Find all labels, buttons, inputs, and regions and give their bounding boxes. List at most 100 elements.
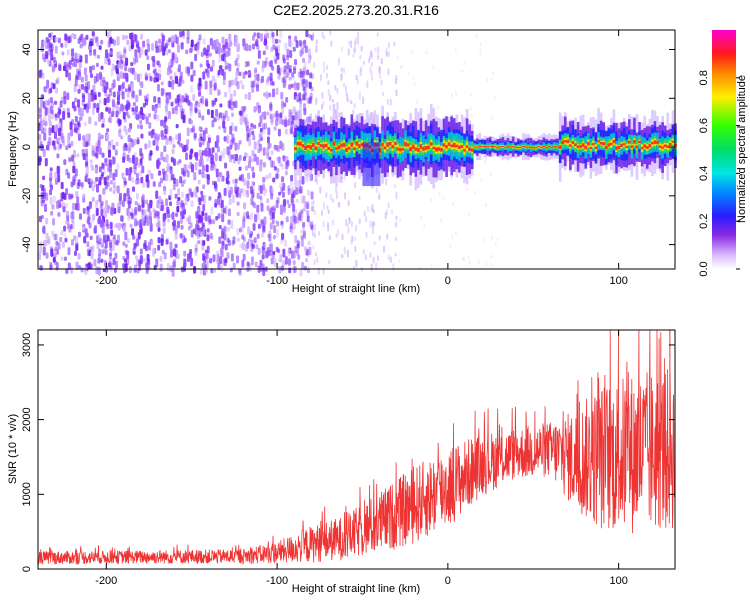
noise-speck <box>307 48 311 58</box>
noise-speck <box>107 167 111 173</box>
noise-speck <box>337 57 340 66</box>
noise-speck <box>61 241 65 248</box>
noise-speck <box>259 185 263 195</box>
noise-speck <box>248 137 252 147</box>
noise-speck <box>75 190 79 198</box>
noise-speck <box>266 111 270 116</box>
noise-speck <box>166 163 170 173</box>
noise-speck <box>107 40 111 48</box>
noise-speck <box>122 241 126 246</box>
noise-speck <box>294 58 298 66</box>
noise-speck <box>292 222 296 230</box>
noise-speck <box>68 64 72 70</box>
noise-speck <box>393 41 396 47</box>
noise-speck <box>247 71 251 76</box>
noise-speck <box>52 56 56 63</box>
carrier-cell <box>527 146 530 148</box>
carrier-cell <box>383 146 387 150</box>
noise-speck <box>153 96 157 103</box>
noise-speck <box>61 135 65 144</box>
noise-speck <box>105 107 109 112</box>
noise-speck <box>291 120 295 126</box>
noise-speck <box>91 108 95 115</box>
noise-speck <box>195 45 199 51</box>
noise-speck <box>205 164 209 173</box>
noise-speck <box>112 181 116 189</box>
noise-speck <box>239 116 243 126</box>
noise-speck <box>253 32 257 37</box>
noise-speck <box>260 202 264 212</box>
carrier-cell <box>661 146 664 149</box>
noise-speck <box>232 153 236 160</box>
noise-speck <box>219 256 223 265</box>
noise-speck <box>92 84 96 92</box>
noise-speck <box>134 200 138 206</box>
noise-speck <box>131 90 135 98</box>
noise-speck <box>344 85 347 92</box>
noise-speck <box>87 262 91 270</box>
noise-speck <box>384 212 387 220</box>
noise-speck <box>60 230 64 236</box>
noise-speck <box>98 166 102 173</box>
noise-speck <box>41 53 45 60</box>
noise-speck <box>252 171 256 179</box>
noise-speck <box>242 38 246 47</box>
noise-speck <box>70 239 74 246</box>
noise-speck <box>160 151 164 161</box>
noise-speck <box>63 225 67 232</box>
noise-speck <box>303 246 307 252</box>
noise-speck <box>38 106 42 114</box>
noise-speck <box>109 241 113 248</box>
noise-speck <box>50 248 54 257</box>
noise-speck <box>148 112 152 118</box>
noise-speck <box>124 143 128 148</box>
noise-speck <box>217 262 221 270</box>
x-tick-label: 100 <box>609 575 627 587</box>
noise-speck <box>91 31 95 37</box>
noise-speck <box>84 148 88 158</box>
noise-speck <box>185 152 189 161</box>
noise-speck <box>54 177 58 186</box>
noise-speck <box>108 88 112 93</box>
noise-speck <box>467 212 470 217</box>
noise-speck <box>40 127 44 135</box>
carrier-dip-cell <box>377 142 381 187</box>
noise-speck <box>77 88 81 94</box>
y-tick-label: 0 <box>21 566 33 572</box>
noise-speck <box>362 96 365 105</box>
noise-speck <box>224 60 228 66</box>
noise-speck <box>295 186 299 195</box>
noise-speck <box>118 85 122 92</box>
noise-speck <box>98 176 102 186</box>
noise-speck <box>64 40 68 48</box>
noise-speck <box>131 228 135 236</box>
noise-speck <box>194 161 198 171</box>
noise-speck <box>141 196 145 202</box>
noise-speck <box>221 228 225 234</box>
noise-speck <box>287 249 291 257</box>
noise-speck <box>442 197 445 202</box>
noise-speck <box>363 210 366 217</box>
noise-speck <box>152 139 156 146</box>
noise-speck <box>162 227 166 234</box>
noise-speck <box>292 67 296 75</box>
noise-speck <box>118 127 122 133</box>
noise-speck <box>94 152 98 157</box>
noise-speck <box>192 125 196 132</box>
noise-speck <box>211 59 215 68</box>
noise-speck <box>298 92 302 102</box>
noise-speck <box>192 228 196 235</box>
noise-speck <box>425 50 428 55</box>
noise-speck <box>68 60 72 66</box>
noise-speck <box>86 206 90 215</box>
noise-speck <box>216 146 220 153</box>
noise-speck <box>256 108 260 116</box>
noise-speck <box>55 124 59 133</box>
noise-speck <box>104 56 108 65</box>
noise-speck <box>315 39 318 45</box>
noise-speck <box>218 155 222 162</box>
noise-speck <box>66 62 70 67</box>
noise-speck <box>55 87 59 94</box>
noise-speck <box>74 203 78 211</box>
noise-speck <box>60 181 64 190</box>
